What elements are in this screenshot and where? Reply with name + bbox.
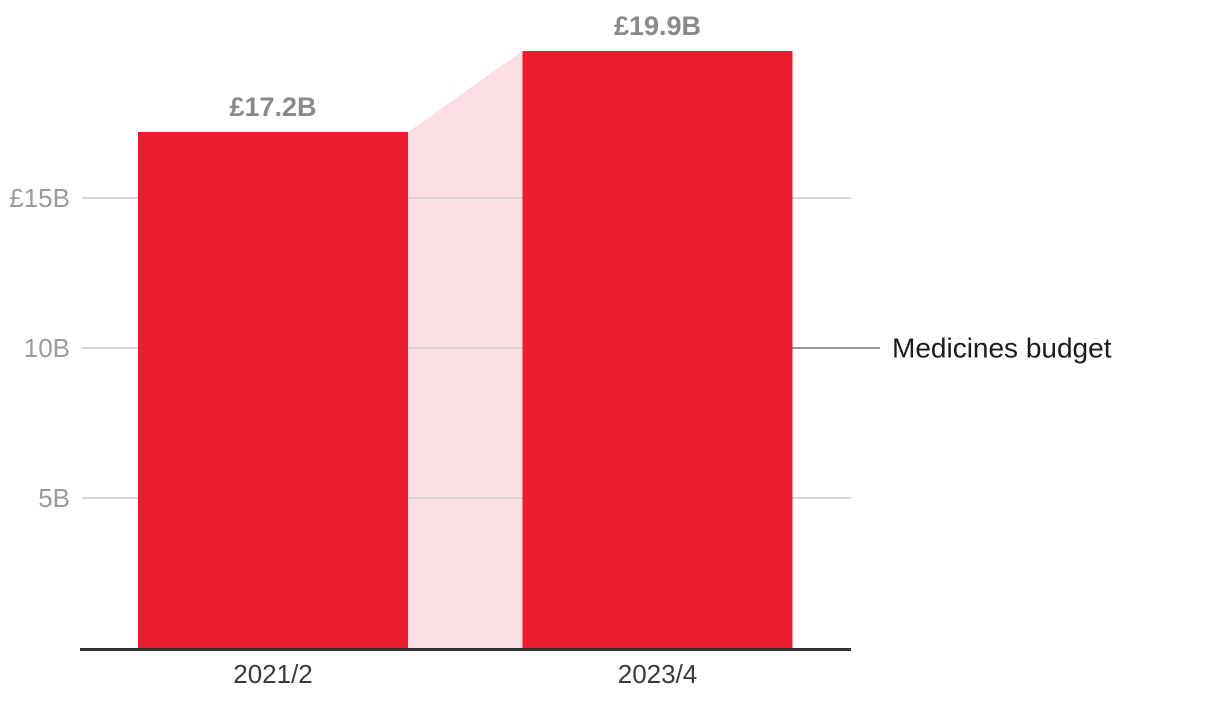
- y-tick-label-15b: £15B: [9, 183, 70, 213]
- increase-band: [408, 51, 523, 648]
- x-tick-label-2021-2: 2021/2: [233, 659, 313, 689]
- bar-2021-2: [138, 132, 408, 648]
- value-label-2021-2: £17.2B: [229, 92, 316, 122]
- series-annotation-label: Medicines budget: [892, 333, 1112, 364]
- value-label-2023-4: £19.9B: [614, 11, 701, 41]
- y-tick-label-5b: 5B: [38, 483, 70, 513]
- bar-2023-4: [522, 51, 793, 648]
- y-axis-tick-labels: £15B 10B 5B: [9, 183, 70, 513]
- x-tick-label-2023-4: 2023/4: [618, 659, 698, 689]
- y-tick-label-10b: 10B: [24, 333, 70, 363]
